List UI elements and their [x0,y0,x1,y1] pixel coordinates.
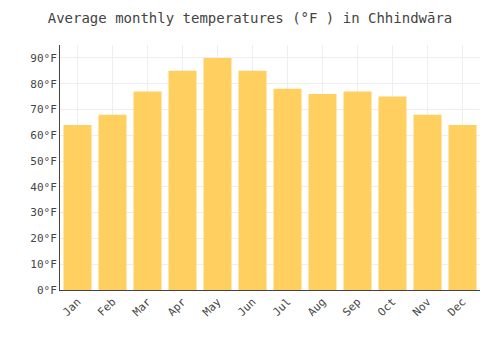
svg-text:Apr: Apr [165,295,189,319]
svg-text:Feb: Feb [95,296,118,319]
svg-text:80°F: 80°F [30,78,57,91]
svg-text:Jul: Jul [270,296,293,319]
svg-text:Dec: Dec [445,296,468,319]
svg-text:30°F: 30°F [30,206,57,219]
svg-text:Nov: Nov [410,295,434,319]
svg-text:May: May [200,295,224,319]
svg-text:0°F: 0°F [37,284,57,297]
svg-text:50°F: 50°F [30,155,57,168]
svg-text:70°F: 70°F [30,103,57,116]
svg-text:10°F: 10°F [30,258,57,271]
svg-text:Average monthly temperatures (: Average monthly temperatures (°F ) in Ch… [48,10,453,26]
svg-text:Sep: Sep [340,296,363,319]
svg-text:Oct: Oct [375,296,398,319]
svg-text:90°F: 90°F [30,52,57,65]
svg-text:Mar: Mar [130,295,154,319]
svg-text:Aug: Aug [305,296,328,319]
svg-text:Jan: Jan [60,296,83,319]
svg-text:40°F: 40°F [30,181,57,194]
svg-text:Jun: Jun [235,296,258,319]
svg-text:20°F: 20°F [30,232,57,245]
svg-text:60°F: 60°F [30,129,57,142]
